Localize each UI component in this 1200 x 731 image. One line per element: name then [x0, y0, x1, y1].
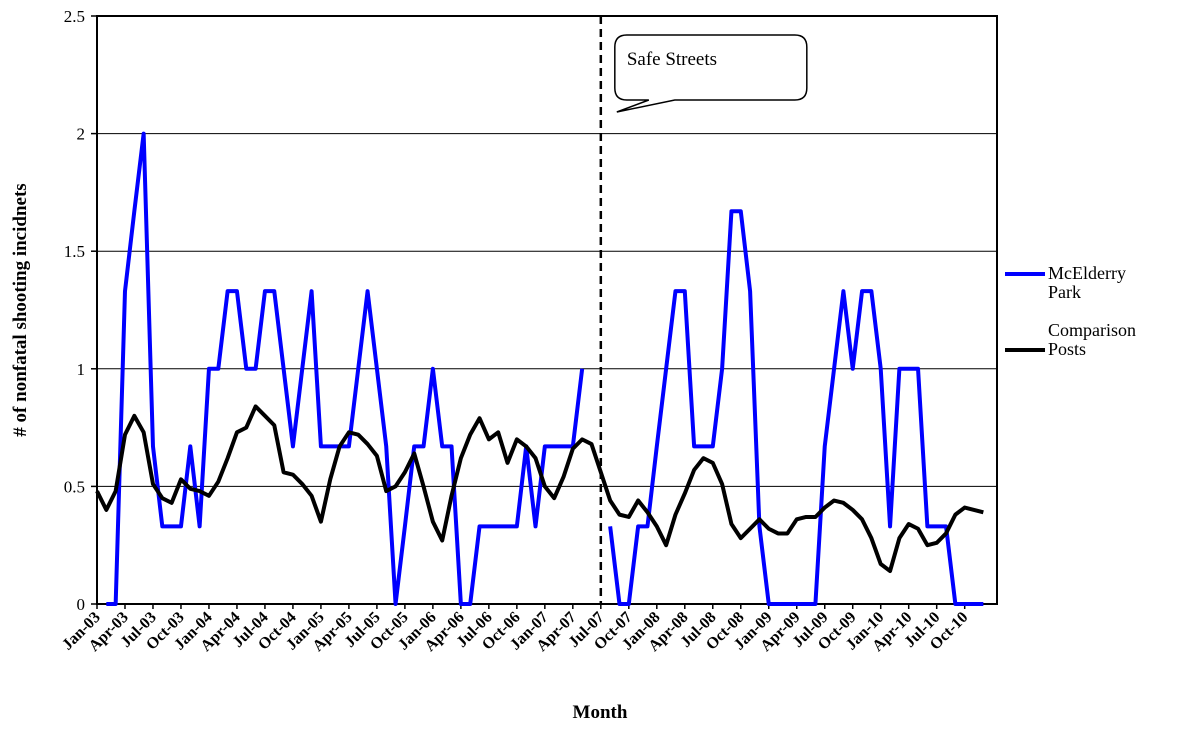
y-tick-label: 1.5 — [64, 242, 85, 261]
legend-label: Comparison Posts — [1048, 321, 1136, 359]
annotation-text: Safe Streets — [627, 49, 717, 70]
plot-frame — [96, 15, 998, 605]
y-axis-label: # of nonfatal shooting incidnets — [10, 183, 31, 436]
y-tick-label: 2 — [77, 125, 86, 144]
y-tick-label: 0.5 — [64, 477, 85, 496]
legend-entry: McElderry Park — [1048, 264, 1126, 302]
legend-label: McElderry Park — [1048, 264, 1126, 302]
legend-entry: Comparison Posts — [1048, 321, 1136, 359]
y-tick-label: 1 — [77, 360, 86, 379]
x-axis-label: Month — [573, 702, 628, 723]
callout-box — [614, 34, 808, 113]
series-line — [95, 404, 984, 574]
y-tick-label: 0 — [77, 595, 86, 614]
y-tick-label: 2.5 — [64, 7, 85, 26]
series-line — [608, 209, 984, 606]
